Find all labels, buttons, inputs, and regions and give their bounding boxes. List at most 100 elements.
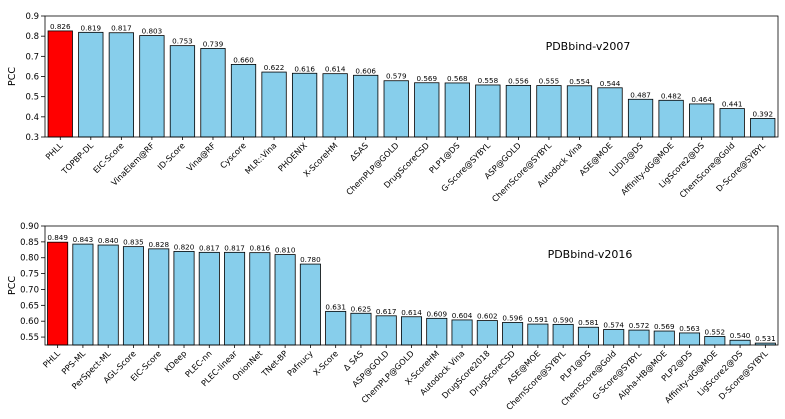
x-tick-label: PHLL	[43, 140, 65, 162]
bar	[148, 248, 170, 346]
bar	[325, 310, 347, 346]
bar	[597, 87, 623, 138]
bar-value-label: 0.616	[294, 64, 315, 73]
y-axis-label: PCC	[7, 276, 18, 295]
chart-pdbbind-v2007: 0.3 0.4 0.5 0.6 0.7 0.8 0.9 PCC 0.826 PHLL 0.819 TO…	[7, 12, 779, 204]
bar-value-label: 0.843	[73, 235, 94, 244]
y-tick-label: 0.4	[25, 113, 39, 123]
bar-value-label: 0.604	[452, 311, 473, 320]
bar	[536, 85, 562, 138]
x-tick-label: TOPBP-DL	[59, 140, 96, 177]
bar	[291, 72, 318, 138]
bar-value-label: 0.810	[275, 246, 296, 255]
bar-value-label: 0.569	[654, 322, 675, 331]
bar	[299, 263, 321, 346]
bar	[375, 315, 397, 346]
bar	[653, 330, 675, 346]
bar-value-label: 0.392	[752, 109, 773, 118]
y-tick-label: 0.7	[25, 52, 39, 62]
bar	[476, 320, 498, 346]
bar-value-label: 0.817	[111, 24, 132, 33]
y-tick-label: 0.3	[25, 133, 39, 143]
y-axis-label: PCC	[7, 67, 18, 86]
bar	[627, 98, 654, 138]
bar-value-label: 0.572	[629, 321, 650, 330]
bar-value-label: 0.739	[203, 39, 224, 48]
bar-value-label: 0.563	[679, 324, 700, 333]
bar	[47, 30, 73, 138]
bar	[353, 74, 379, 138]
bar-value-label: 0.581	[578, 318, 599, 327]
bar	[97, 244, 119, 346]
bar-value-label: 0.660	[233, 55, 254, 64]
bar	[350, 312, 372, 346]
x-tick-label: Affinity-dG@MOE	[619, 140, 676, 197]
plot-frame	[44, 225, 779, 346]
bar	[566, 85, 593, 138]
bar-value-label: 0.569	[416, 74, 437, 83]
bar	[577, 326, 599, 346]
bar-value-label: 0.816	[250, 244, 271, 253]
bar	[261, 71, 287, 138]
bar-value-label: 0.482	[661, 91, 682, 100]
y-tick-label: 0.55	[20, 333, 39, 343]
bar-value-label: 0.753	[172, 37, 193, 46]
bar-value-label: 0.820	[174, 242, 195, 251]
bar-value-label: 0.531	[755, 334, 776, 343]
bar	[249, 252, 271, 346]
bar-value-label: 0.540	[730, 331, 751, 340]
y-tick-label: 0.70	[20, 285, 39, 295]
y-tick-label: 0.6	[25, 73, 39, 83]
y-tick-label: 0.60	[20, 317, 39, 327]
bar	[414, 82, 440, 138]
chart-pdbbind-v2016: 0.55 0.60 0.65 0.70 0.75 0.80 0.85 0.90 PCC 0.849…	[7, 222, 779, 412]
bar-value-label: 0.614	[325, 65, 346, 74]
bar	[451, 319, 473, 346]
y-tick-label: 0.90	[20, 222, 39, 232]
bar	[230, 64, 257, 138]
x-tick-label: ChemPLP@GOLD	[344, 140, 401, 197]
bar	[475, 84, 501, 138]
bar-value-label: 0.464	[691, 95, 712, 104]
bar-value-label: 0.614	[401, 308, 422, 317]
bar	[689, 103, 715, 138]
bar-value-label: 0.840	[98, 236, 119, 245]
bar-value-label: 0.849	[47, 233, 68, 242]
y-tick-label: 0.8	[25, 32, 39, 42]
x-tick-label: Pafnucy	[285, 348, 315, 378]
bar	[173, 250, 195, 346]
bar-value-label: 0.544	[600, 79, 621, 88]
x-tick-label: ID-Score	[155, 140, 187, 172]
bar-value-label: 0.441	[722, 100, 743, 109]
bar	[400, 316, 423, 346]
y-tick-label: 0.9	[25, 12, 39, 22]
bar	[122, 246, 144, 346]
bar-value-label: 0.558	[478, 76, 499, 85]
bar	[274, 254, 296, 346]
bar	[552, 323, 574, 346]
bar	[704, 336, 726, 346]
x-tick-label: MLR::Vina	[243, 140, 279, 176]
bar	[658, 99, 684, 138]
bar	[108, 32, 134, 138]
y-tick-label: 0.5	[25, 93, 39, 103]
bar	[78, 31, 104, 138]
bar	[224, 251, 246, 346]
bar-value-label: 0.780	[300, 255, 321, 264]
bar-value-label: 0.591	[528, 315, 549, 324]
x-tick-label: ChemScore@Gold	[677, 140, 736, 199]
bar-value-label: 0.817	[224, 243, 245, 252]
bar	[750, 118, 776, 138]
bar-value-label: 0.596	[502, 313, 523, 322]
bar	[383, 80, 409, 138]
x-tick-label: Vina@RF	[185, 140, 218, 173]
bar	[679, 332, 701, 346]
bar	[169, 45, 196, 138]
bar	[444, 82, 470, 138]
bar	[719, 108, 745, 138]
x-tick-label: Cyscore	[218, 140, 248, 170]
bar-value-label: 0.556	[508, 76, 529, 85]
bar-value-label: 0.803	[142, 27, 163, 36]
bar-value-label: 0.622	[264, 63, 285, 72]
bar-value-label: 0.602	[477, 312, 498, 321]
